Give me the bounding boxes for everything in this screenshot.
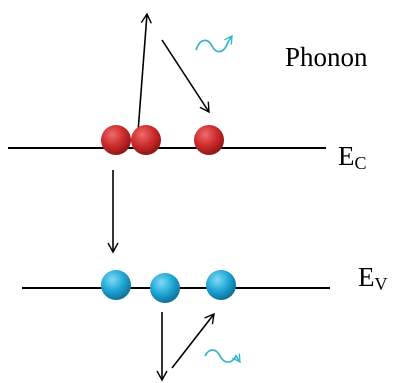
electron: [101, 125, 131, 155]
hole: [150, 273, 180, 303]
conduction-band-label-main: E: [338, 141, 355, 171]
conduction-band-label-sub: C: [354, 153, 367, 173]
valence-band-label-main: E: [358, 262, 375, 292]
wavy-arrow-icon-lower: [204, 349, 241, 364]
phonon-label: Phonon: [285, 42, 368, 72]
hole-arrow-up: [171, 312, 215, 369]
wavy-arrow-icon: [195, 34, 233, 53]
electron: [131, 125, 161, 155]
hole: [101, 270, 131, 300]
relaxation-arrow: [161, 39, 210, 114]
valence-band-label: EV: [358, 262, 388, 294]
conduction-band-label: EC: [338, 141, 367, 173]
hole: [206, 270, 236, 300]
excitation-arrow-up: [137, 12, 152, 133]
valence-band-label-sub: V: [374, 274, 388, 294]
electron: [194, 125, 224, 155]
